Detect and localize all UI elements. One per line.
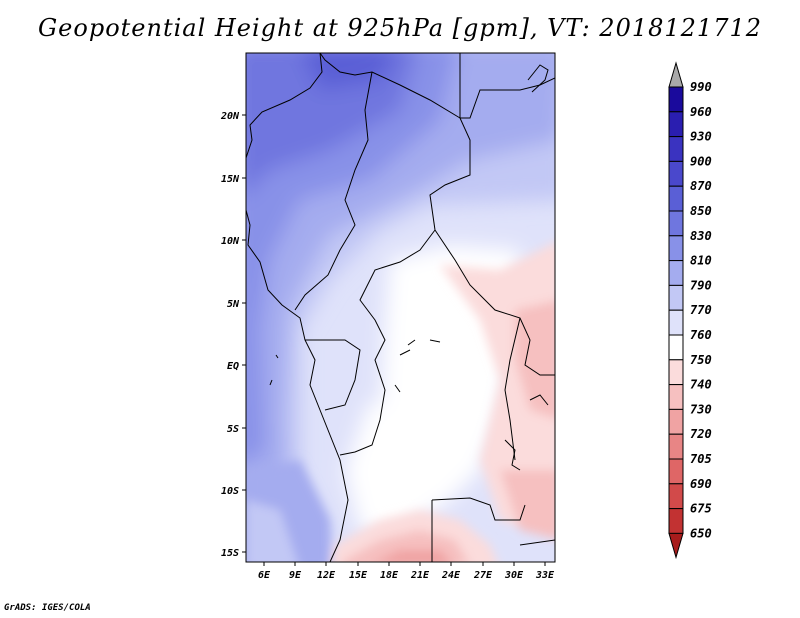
chart-title: Geopotential Height at 925hPa [gpm], VT:… (38, 14, 762, 42)
colorbar-level-label: 675 (690, 502, 712, 516)
colorbar-level-label: 770 (690, 303, 712, 317)
colorbar-segment (668, 359, 684, 386)
colorbar: 990 960 930 900 870 850 830 810 790 770 760 750 740 7… (668, 61, 712, 560)
colorbar-level-label: 990 (690, 80, 712, 94)
colorbar-segment (668, 160, 684, 187)
colorbar-level-label: 750 (690, 353, 712, 367)
colorbar-level-label: 690 (690, 477, 712, 491)
colorbar-level-label: 705 (690, 452, 712, 466)
lon-tick-label: 21E (410, 570, 430, 581)
colorbar-bottom-arrow (668, 532, 684, 560)
lon-tick-label: 12E (317, 570, 336, 581)
lon-tick-label: 9E (289, 570, 302, 581)
colorbar-segment (668, 334, 684, 361)
colorbar-level-label: 740 (690, 378, 712, 392)
colorbar-level-label: 650 (690, 526, 712, 540)
lat-tick-label: 15N (221, 174, 240, 185)
colorbar-level-label: 790 (690, 278, 712, 292)
colorbar-segment (668, 433, 684, 460)
lat-tick-label: EQ (227, 361, 239, 372)
footer-credit: GrADS: IGES/COLA (4, 603, 91, 613)
colorbar-level-label: 830 (690, 229, 712, 243)
colorbar-segment (668, 260, 684, 286)
colorbar-segment (668, 210, 684, 237)
lon-tick-label: 6E (258, 570, 271, 581)
colorbar-level-label: 960 (690, 105, 712, 119)
colorbar-segment (668, 508, 684, 534)
colorbar-level-label: 870 (690, 179, 712, 193)
lat-tick-label: 5S (227, 424, 239, 435)
colorbar-segment (668, 136, 684, 162)
colorbar-level-label: 850 (690, 204, 712, 218)
lon-tick-label: 18E (380, 570, 399, 581)
axis-ticks (242, 114, 546, 566)
colorbar-level-label: 930 (690, 130, 712, 144)
lat-tick-label: 10S (221, 486, 239, 497)
colorbar-segment (668, 111, 684, 138)
colorbar-segment (668, 235, 684, 262)
colorbar-segment (668, 384, 684, 410)
colorbar-segment (668, 483, 684, 510)
lon-axis-labels: 6E 9E 12E 15E 18E 21E 24E 27E 30E 33E (258, 570, 555, 581)
lon-tick-label: 24E (441, 570, 461, 581)
lat-tick-label: 10N (221, 236, 240, 247)
colorbar-level-label: 730 (690, 402, 712, 416)
colorbar-top-arrow (668, 61, 684, 88)
colorbar-segment (668, 458, 684, 485)
lat-tick-label: 15S (221, 548, 239, 559)
colorbar-level-label: 900 (690, 154, 712, 168)
lat-axis-labels: 20N 15N 10N 5N EQ 5S 10S 15S (220, 111, 240, 559)
height-field (246, 53, 555, 562)
colorbar-segment (668, 284, 684, 311)
colorbar-segment (668, 86, 684, 113)
lon-tick-label: 27E (473, 570, 493, 581)
colorbar-level-label: 720 (690, 427, 712, 441)
coastlines-borders (246, 53, 555, 562)
colorbar-level-label: 810 (690, 254, 712, 268)
colorbar-level-label: 760 (690, 328, 712, 342)
map-frame (245, 52, 556, 563)
colorbar-segment (668, 185, 684, 212)
lon-tick-label: 15E (349, 570, 368, 581)
lat-tick-label: 5N (227, 299, 240, 310)
lon-tick-label: 33E (535, 570, 555, 581)
colorbar-segment (668, 408, 684, 435)
colorbar-segment (668, 309, 684, 336)
lat-tick-label: 20N (220, 111, 240, 122)
lon-tick-label: 30E (504, 570, 524, 581)
